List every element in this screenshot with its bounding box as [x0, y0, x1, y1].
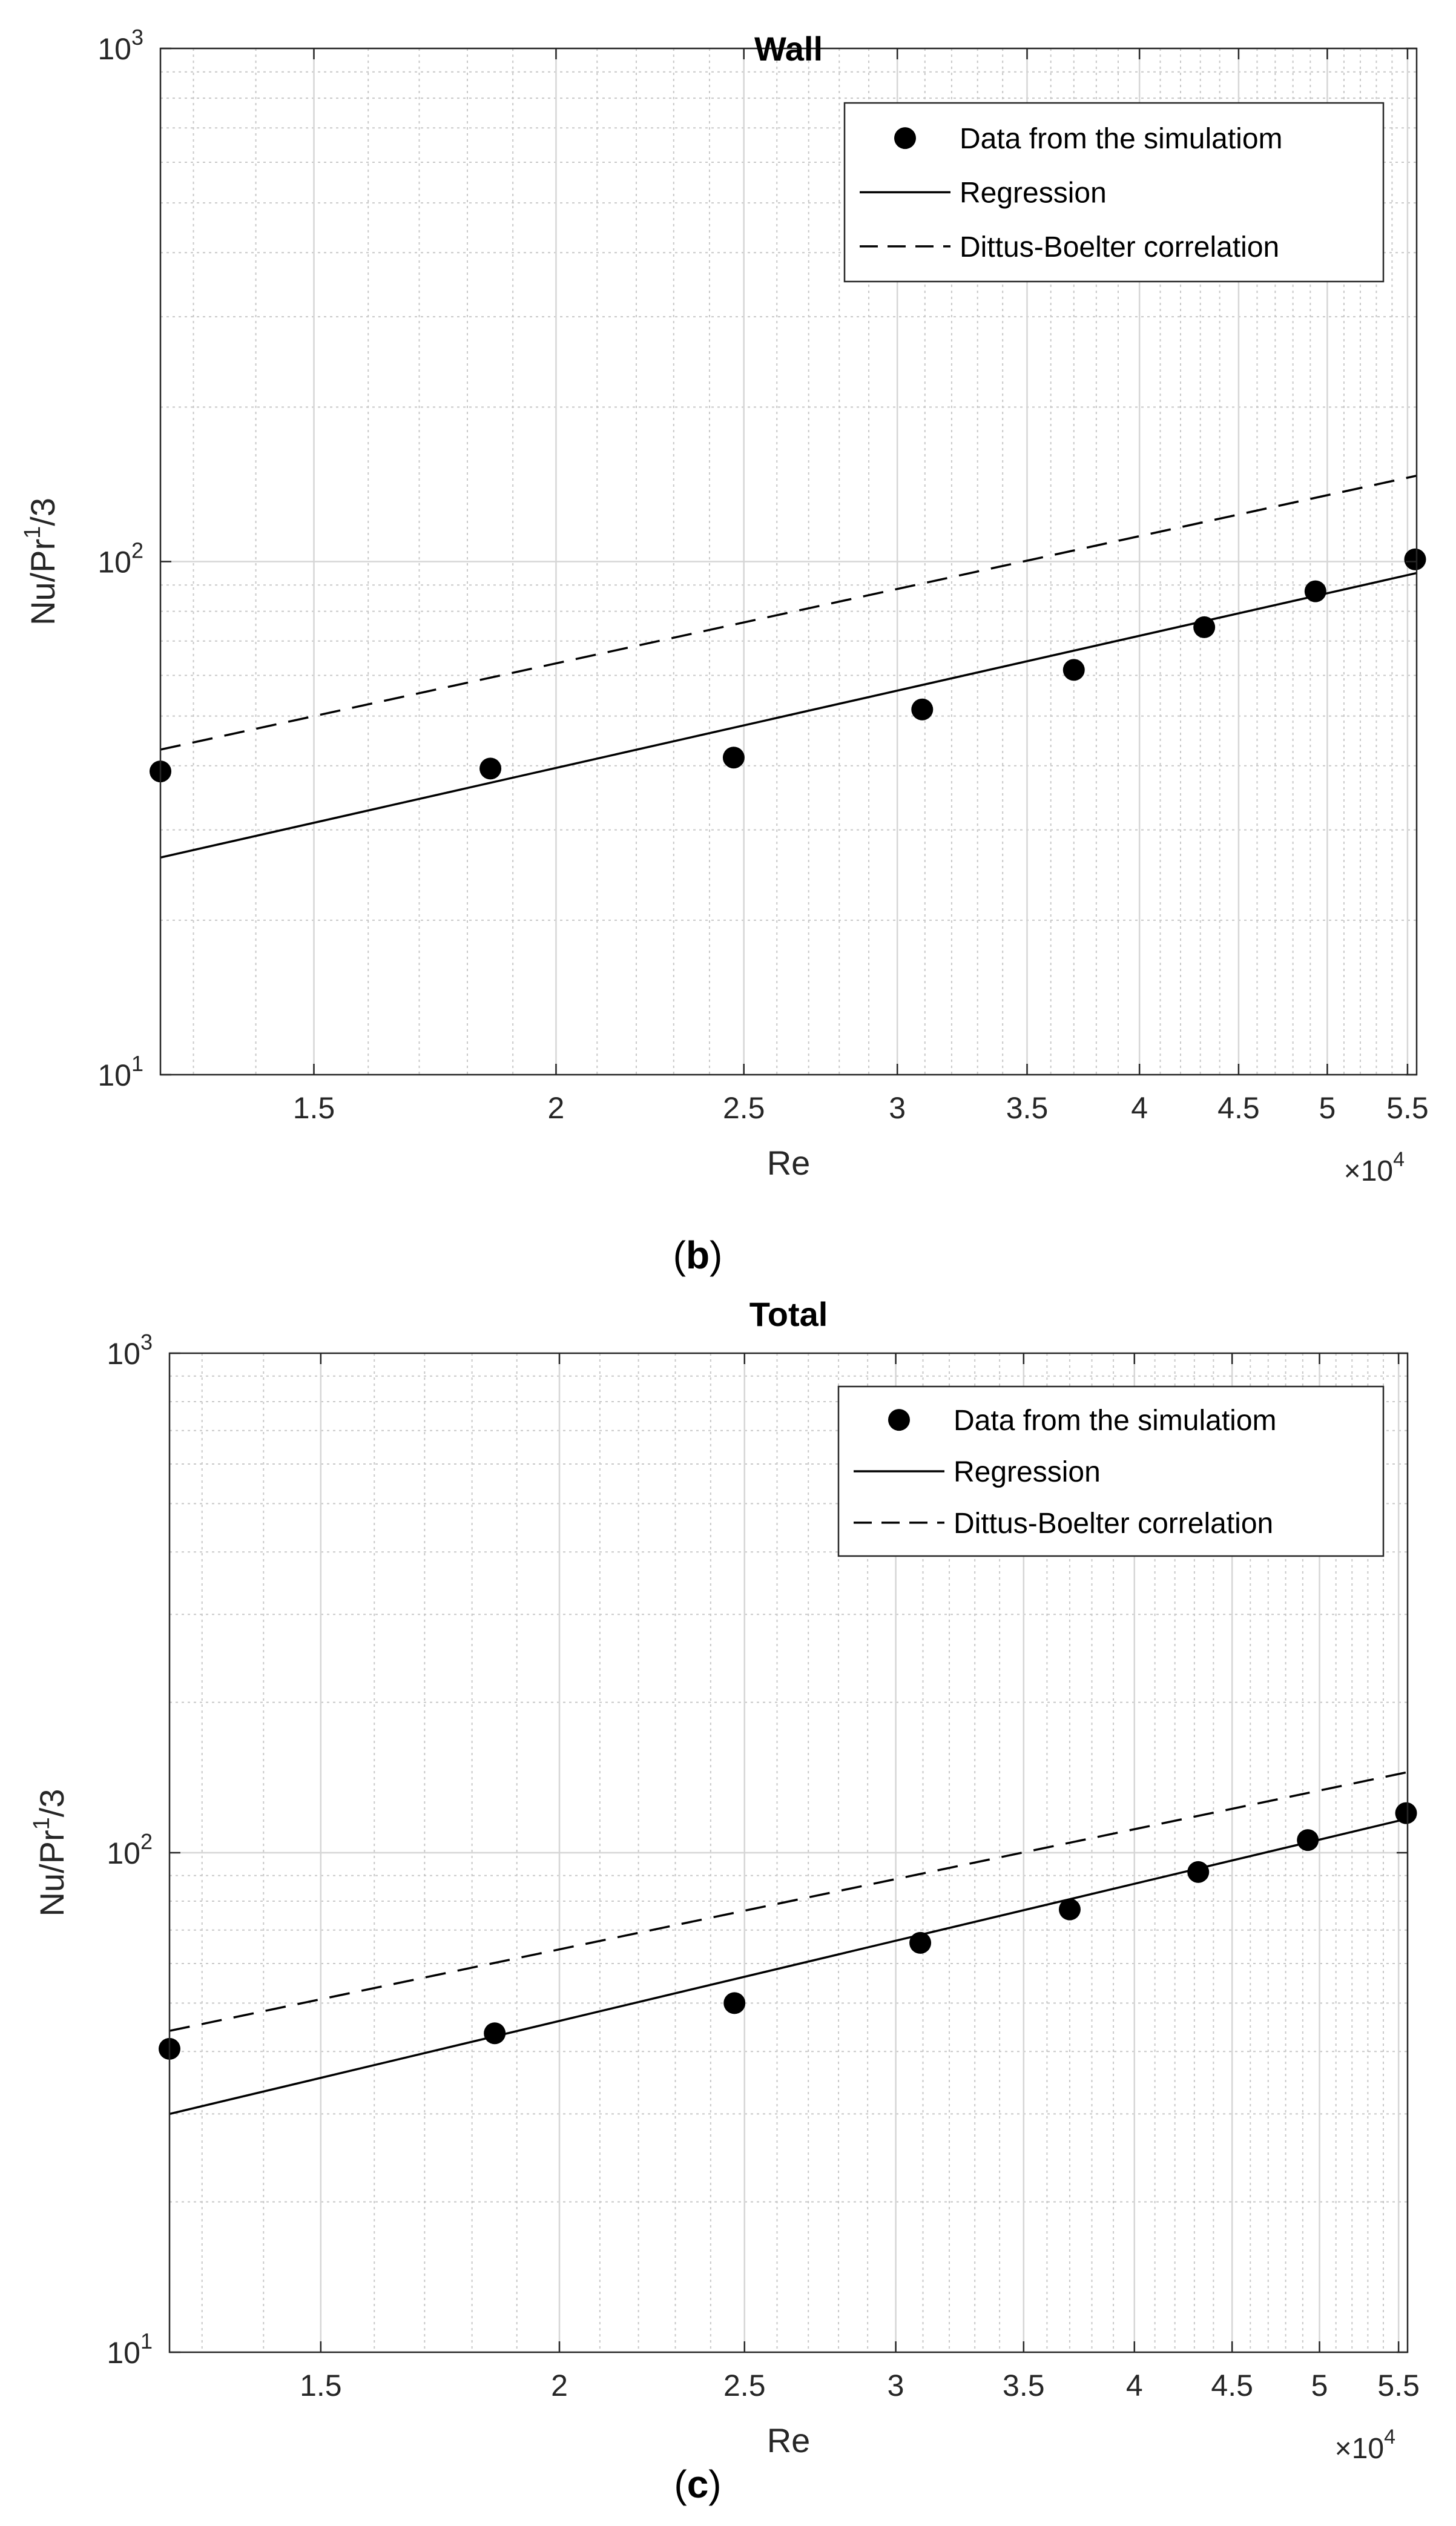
ticks — [160, 47, 1417, 1076]
series-3 — [169, 1771, 1408, 2032]
dittus-boelter-line — [160, 474, 1417, 751]
legend-label: Data from the simulatiom — [960, 123, 1283, 155]
series-2 — [169, 1817, 1408, 2115]
data-point — [909, 1931, 932, 1954]
legend-marker-icon — [888, 1409, 910, 1431]
series-3 — [160, 474, 1417, 751]
ticks — [170, 1352, 1408, 2353]
data-point — [1297, 1829, 1319, 1852]
chart-title: Wall — [754, 30, 823, 68]
chart-title: Total — [749, 1295, 828, 1333]
x-tick-label: 5 — [1311, 2369, 1328, 2402]
x-tick-label: 3 — [888, 2369, 904, 2402]
x-tick-label: 2 — [548, 1091, 565, 1125]
y-axis-label: Nu/Pr1/3 — [29, 1789, 71, 1917]
legend: Data from the simulatiom Regression Dittus… — [837, 1385, 1385, 1557]
legend-label: Dittus-Boelter correlation — [954, 1508, 1273, 1540]
x-tick-label: 5 — [1319, 1091, 1336, 1125]
x-tick-label: 3 — [889, 1091, 906, 1125]
data-point — [1304, 580, 1326, 602]
panel-label: (b) — [673, 1233, 723, 1277]
x-tick-label: 4.5 — [1211, 2369, 1253, 2402]
series-2 — [160, 572, 1417, 859]
chart-panel-b: 1.5 2 2.5 3 3.5 4 4.5 5 5.5 101 102 103 ×104 Re Nu/Pr1… — [20, 25, 1429, 1277]
data-point — [722, 747, 745, 769]
x-tick-label: 5.5 — [1377, 2369, 1420, 2402]
x-axis-label: Re — [767, 1144, 811, 1182]
x-tick-label: 4 — [1126, 2369, 1143, 2402]
x-tick-label: 5.5 — [1386, 1091, 1429, 1125]
x-tick-label: 1.5 — [293, 1091, 335, 1125]
legend-label: Regression — [954, 1456, 1101, 1488]
y-tick-label: 103 — [97, 25, 143, 66]
data-point — [911, 698, 934, 721]
data-point — [479, 757, 502, 780]
regression-line — [160, 572, 1417, 859]
legend-label: Dittus-Boelter correlation — [960, 231, 1279, 263]
data-point — [484, 2022, 506, 2045]
legend: Data from the simulatiom Regression Dittus… — [843, 102, 1385, 283]
legend-label: Regression — [960, 177, 1107, 209]
dittus-boelter-line — [169, 1771, 1408, 2032]
y-tick-label: 101 — [97, 1051, 143, 1092]
y-tick-label: 101 — [107, 2329, 153, 2370]
data-point — [1404, 548, 1426, 570]
x-tick-label: 1.5 — [300, 2369, 342, 2402]
data-point — [1058, 1898, 1081, 1921]
x-axis-multiplier: ×104 — [1335, 2425, 1395, 2465]
y-tick-label: 102 — [97, 538, 143, 579]
x-axis-multiplier: ×104 — [1344, 1148, 1405, 1187]
panel-label: (c) — [674, 2462, 721, 2506]
legend-label: Data from the simulatiom — [954, 1405, 1277, 1437]
y-tick-label: 103 — [107, 1330, 153, 1371]
y-axis-label: Nu/Pr1/3 — [20, 498, 62, 625]
x-tick-label: 3.5 — [1006, 1091, 1049, 1125]
regression-line — [169, 1817, 1408, 2115]
data-point — [1062, 659, 1085, 681]
x-axis-label: Re — [767, 2421, 811, 2459]
legend-marker-icon — [894, 127, 916, 150]
x-tick-label: 2.5 — [723, 2369, 766, 2402]
data-point — [1187, 1861, 1210, 1883]
x-tick-label: 3.5 — [1003, 2369, 1045, 2402]
y-tick-label: 102 — [107, 1829, 153, 1870]
x-tick-label: 4 — [1131, 1091, 1148, 1125]
chart-panel-c: 1.5 2 2.5 3 3.5 4 4.5 5 5.5 101 102 103 ×104 Re Nu/Pr1… — [29, 1295, 1420, 2506]
x-tick-label: 4.5 — [1217, 1091, 1260, 1125]
data-point — [1395, 1802, 1417, 1824]
x-tick-label: 2.5 — [723, 1091, 765, 1125]
data-point — [723, 1992, 746, 2014]
x-tick-label: 2 — [551, 2369, 568, 2402]
